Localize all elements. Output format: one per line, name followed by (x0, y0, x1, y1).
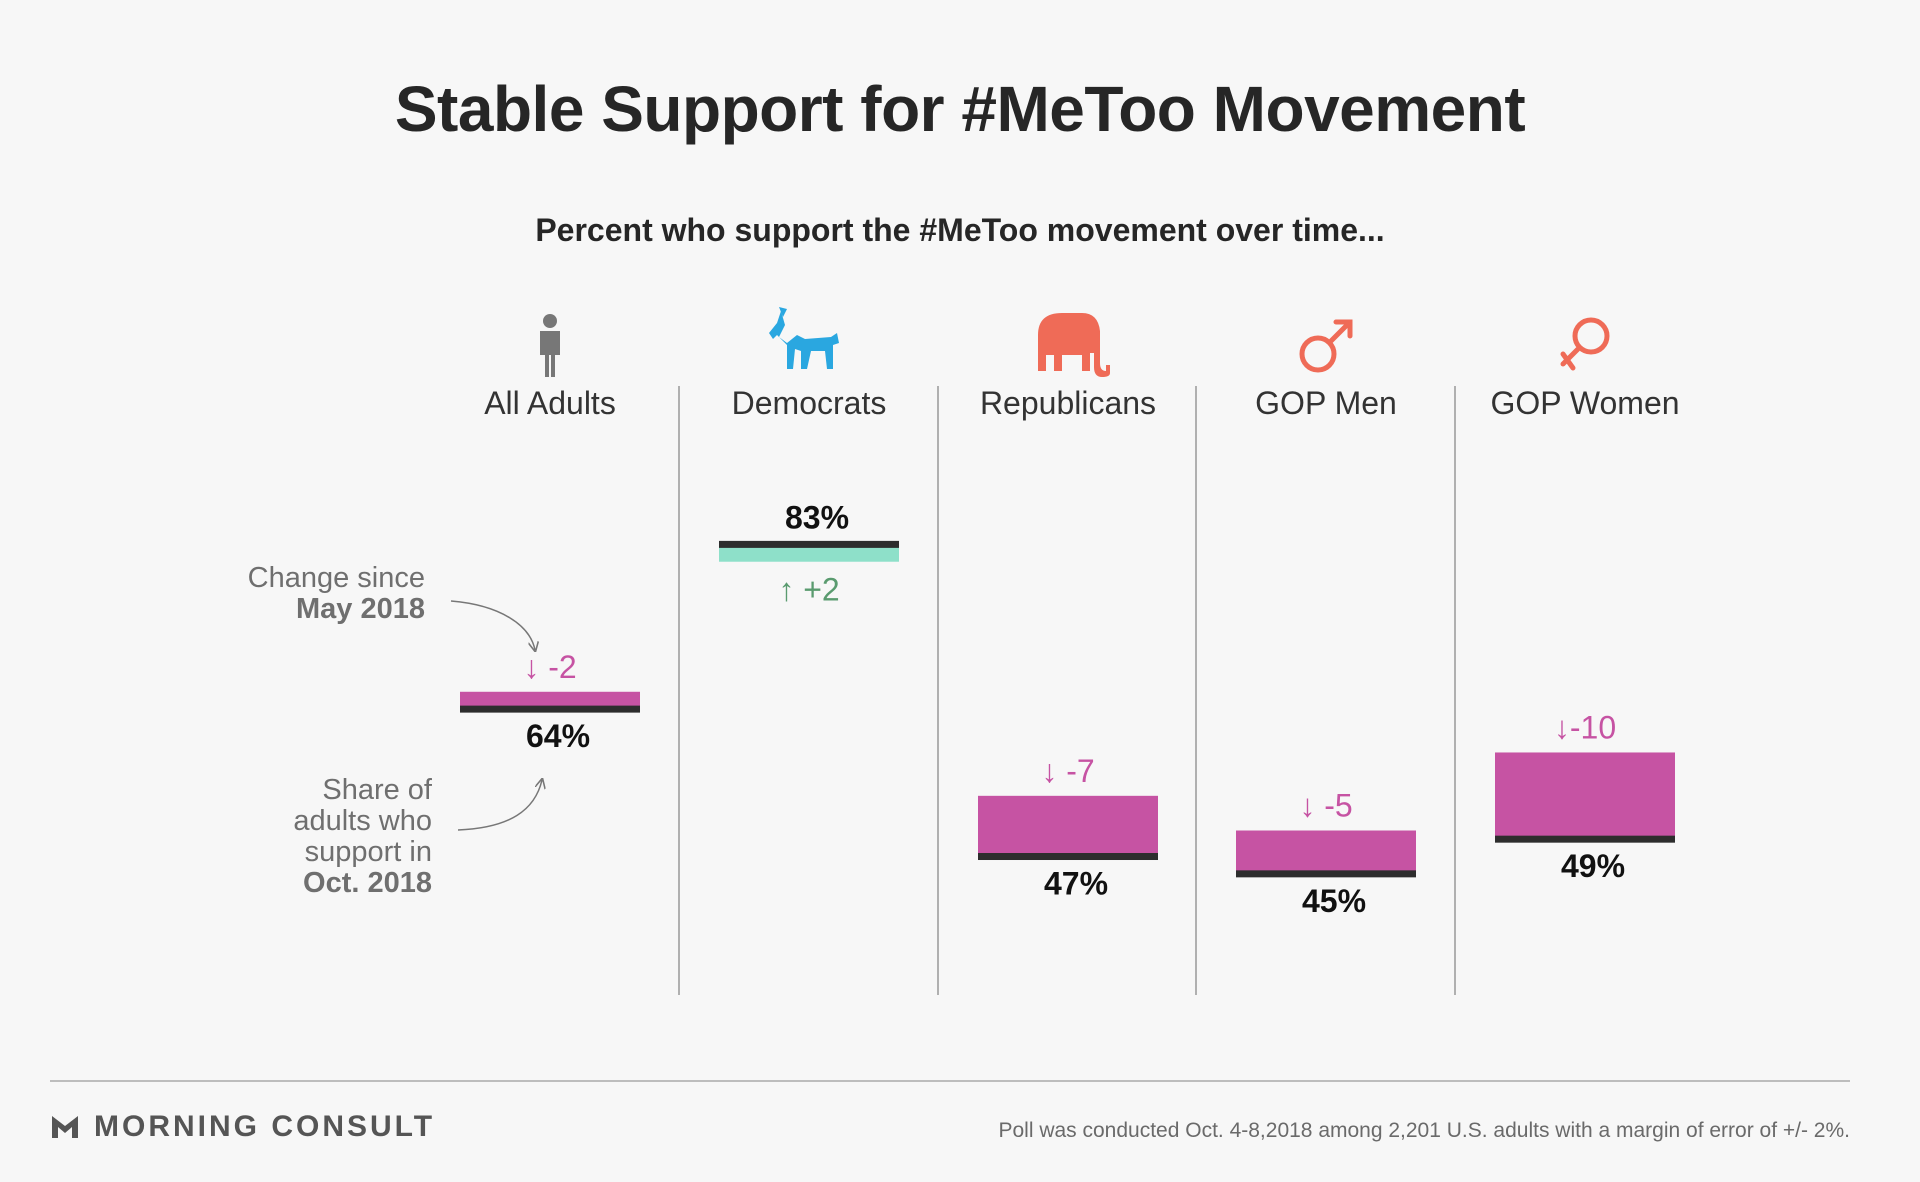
annotation-change-line1: Change since (247, 562, 425, 594)
chart-subtitle: Percent who support the #MeToo movement … (535, 212, 1385, 248)
category-label: GOP Men (1255, 385, 1397, 421)
category-label: Republicans (980, 385, 1156, 421)
value-label: 45% (1302, 883, 1366, 919)
value-label: 64% (526, 718, 590, 754)
current-value-line (1236, 870, 1416, 878)
male-symbol-icon (1299, 319, 1353, 373)
annotation-share: Share of adults who support in Oct. 2018 (200, 775, 432, 899)
annotation-change-line2: May 2018 (296, 593, 425, 625)
change-label: ↓ -5 (1299, 788, 1352, 824)
annotation-arrow-share (457, 780, 542, 831)
female-symbol-icon (1560, 317, 1610, 371)
change-bar (978, 795, 1158, 857)
change-label: ↑ +2 (778, 572, 839, 608)
current-value-line (978, 853, 1158, 861)
donkey-icon (769, 307, 839, 369)
change-bar (460, 691, 640, 710)
annotation-share-line1: Share of (322, 774, 432, 806)
person-icon (540, 314, 560, 377)
source-note: Poll was conducted Oct. 4-8,2018 among 2… (998, 1119, 1850, 1142)
annotation-share-line2: adults who (293, 805, 432, 837)
current-value-line (1495, 835, 1675, 843)
change-bar (719, 544, 899, 562)
annotation-share-line3: support in (304, 836, 432, 868)
brand-name: MORNING CONSULT (94, 1110, 436, 1143)
footer-divider (50, 1080, 1850, 1082)
chart-title: Stable Support for #MeToo Movement (394, 73, 1526, 145)
change-bar (1236, 830, 1416, 874)
annotation-share-line4: Oct. 2018 (303, 867, 432, 899)
brand-logo: MORNING CONSULT (50, 1110, 435, 1144)
category-label: Democrats (732, 385, 887, 421)
value-label: 47% (1044, 866, 1108, 902)
annotation-arrow-change (450, 600, 535, 650)
change-label: ↓-10 (1554, 709, 1616, 745)
value-label: 49% (1561, 848, 1625, 884)
annotation-change-since: Change since May 2018 (200, 563, 425, 625)
elephant-icon (1038, 313, 1110, 377)
change-label: ↓ -2 (523, 649, 576, 685)
morning-consult-logo-icon (52, 1116, 78, 1138)
change-label: ↓ -7 (1041, 753, 1094, 789)
category-label: GOP Women (1490, 385, 1679, 421)
category-label: All Adults (484, 385, 616, 421)
change-bar (1495, 752, 1675, 840)
current-value-line (719, 540, 899, 548)
value-label: 83% (785, 499, 849, 535)
current-value-line (460, 705, 640, 713)
